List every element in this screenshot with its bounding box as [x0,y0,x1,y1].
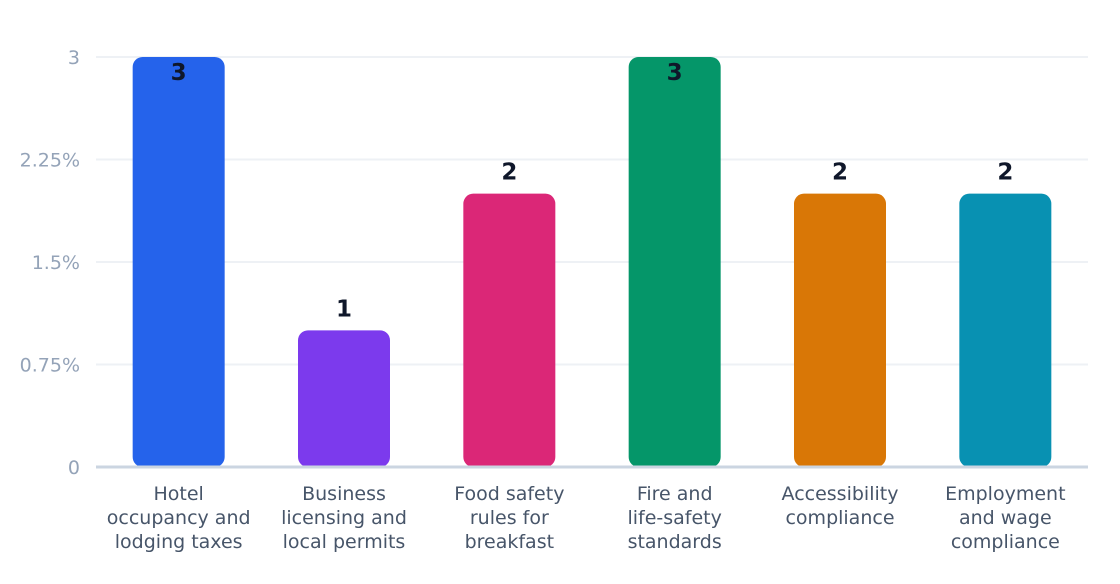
y-tick-label: 1.5% [32,252,80,274]
x-tick-label: Accessibility [782,483,899,505]
x-tick-label: occupancy and [107,507,251,529]
bar [132,57,225,467]
bar [298,330,390,467]
bar [463,193,556,467]
x-tick-label: standards [628,531,722,553]
data-label: 3 [667,60,683,86]
data-label: 2 [501,160,517,186]
x-tick-label: compliance [951,531,1060,553]
x-tick-label: lodging taxes [115,531,243,553]
x-tick-label: life-safety [627,507,721,529]
data-label: 3 [171,60,187,86]
x-tick-label: rules for [470,507,549,529]
data-label: 1 [336,296,352,322]
data-label: 2 [997,160,1013,186]
x-tick-label: compliance [785,507,894,529]
data-label: 2 [832,160,848,186]
x-tick-label: local permits [283,531,406,553]
x-tick-label: breakfast [465,531,554,553]
grid-lines [96,56,1088,366]
y-tick-label: 3 [68,47,80,69]
bar [959,193,1052,467]
data-labels: 3 1 2 3 2 2 [171,60,1014,322]
y-tick-label: 0.75% [20,355,80,377]
bar [628,57,721,467]
y-tick-label: 0 [68,457,80,479]
x-tick-label: and wage [959,507,1052,529]
x-tick-label: Business [302,483,386,505]
y-axis-ticks: 0 0.75% 1.5% 2.25% 3 [20,47,80,479]
x-tick-label: Food safety [454,483,564,505]
bars [132,57,1052,467]
x-tick-label: Hotel [153,483,203,505]
y-tick-label: 2.25% [20,150,80,172]
bar [794,193,886,467]
x-tick-label: licensing and [281,507,407,529]
x-tick-label: Fire and [637,483,713,505]
x-tick-label: Employment [945,483,1065,505]
